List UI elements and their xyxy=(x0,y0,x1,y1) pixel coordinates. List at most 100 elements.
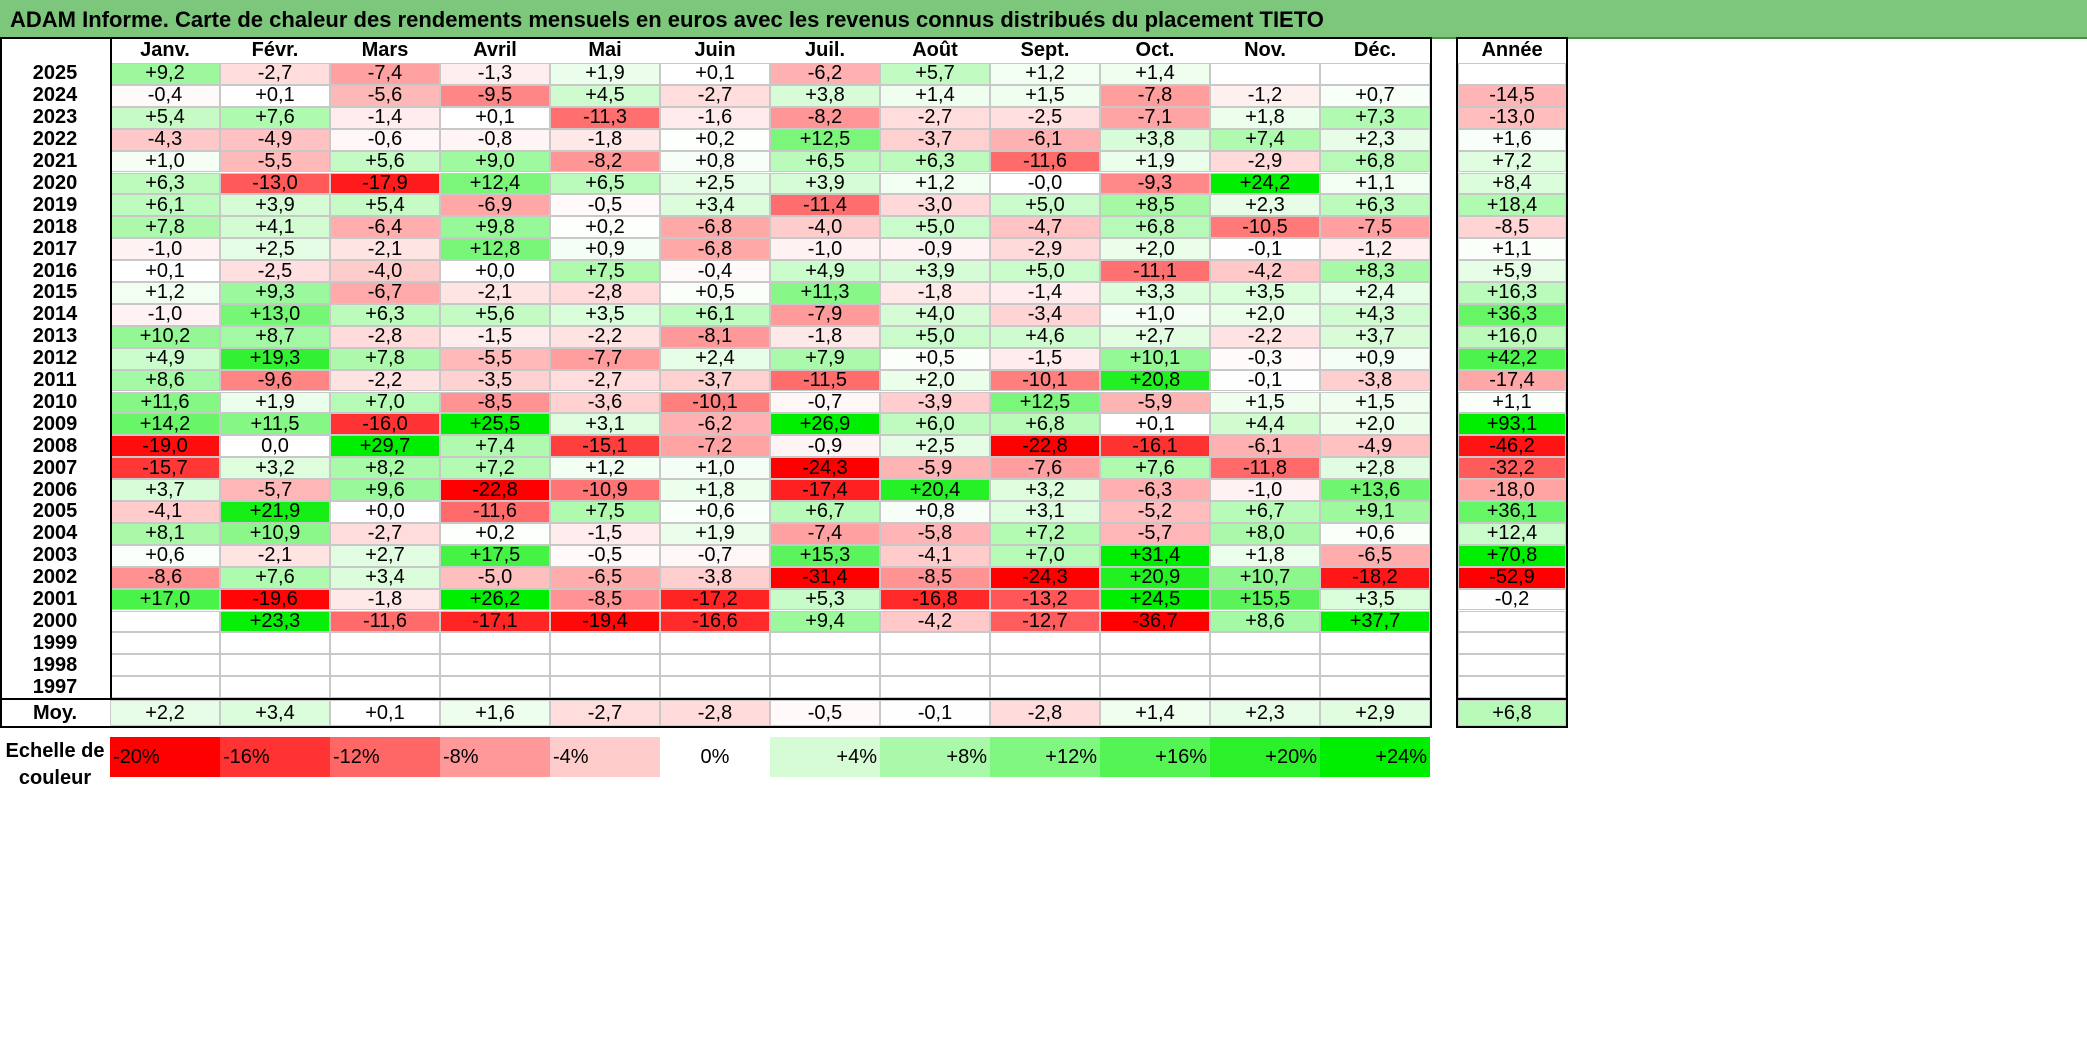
heatmap-cell xyxy=(1320,654,1430,677)
heatmap-cell: +1,0 xyxy=(660,457,770,480)
heatmap-cell: -3,4 xyxy=(990,303,1100,326)
heatmap-cell: -2,7 xyxy=(660,84,770,107)
year-label: 2025 xyxy=(32,62,78,85)
heatmap-cell: +7,8 xyxy=(330,347,440,370)
heatmap-cell: -1,0 xyxy=(110,238,220,261)
heatmap-cell xyxy=(440,676,550,699)
annual-cell: -8,5 xyxy=(1458,216,1566,239)
heatmap-cell: +7,9 xyxy=(770,347,880,370)
year-label: 2022 xyxy=(32,128,78,151)
heatmap-cell: +24,5 xyxy=(1100,588,1210,611)
heatmap-cell xyxy=(660,632,770,655)
heatmap-cell: +0,1 xyxy=(220,84,330,107)
heatmap-cell: +5,7 xyxy=(880,62,990,85)
heatmap-cell: -1,0 xyxy=(1210,479,1320,501)
heatmap-cell xyxy=(550,632,660,655)
heatmap-cell: +6,8 xyxy=(1100,216,1210,239)
year-label: 2019 xyxy=(32,193,78,216)
heatmap-cell: +5,4 xyxy=(330,194,440,217)
heatmap-cell: -6,2 xyxy=(660,413,770,436)
heatmap-cell: +1,4 xyxy=(1100,62,1210,85)
heatmap-cell: +6,8 xyxy=(990,413,1100,436)
heatmap-cell: -5,7 xyxy=(220,479,330,501)
heatmap-cell: +3,5 xyxy=(550,303,660,326)
heatmap-cell: -16,8 xyxy=(880,588,990,611)
heatmap-cell: +0,1 xyxy=(660,62,770,85)
month-header: Mars xyxy=(361,38,409,61)
heatmap-cell: +7,6 xyxy=(220,106,330,129)
heatmap-cell: +3,2 xyxy=(220,457,330,480)
heatmap-cell: +1,0 xyxy=(110,150,220,173)
heatmap-cell: +7,2 xyxy=(990,522,1100,545)
heatmap-cell: -11,3 xyxy=(550,106,660,129)
legend-swatch: +8% xyxy=(880,737,990,777)
heatmap-cell: +11,6 xyxy=(110,391,220,414)
annual-cell: -0,2 xyxy=(1458,588,1566,611)
heatmap-cell: -3,6 xyxy=(550,391,660,414)
heatmap-cell: -0,5 xyxy=(550,194,660,217)
heatmap-cell: +10,9 xyxy=(220,522,330,545)
heatmap-cell: +2,4 xyxy=(1320,281,1430,304)
heatmap-cell: -2,5 xyxy=(220,260,330,282)
heatmap-cell: -7,4 xyxy=(330,62,440,85)
annual-cell: +16,3 xyxy=(1458,281,1566,304)
heatmap-cell: +5,3 xyxy=(770,588,880,611)
heatmap-cell: -10,5 xyxy=(1210,216,1320,239)
heatmap-cell: -8,5 xyxy=(550,588,660,611)
heatmap-cell: -6,9 xyxy=(440,194,550,217)
heatmap-cell: +3,2 xyxy=(990,479,1100,501)
heatmap-cell xyxy=(110,632,220,655)
year-column-header: Année xyxy=(1481,38,1543,61)
heatmap-cell: +0,8 xyxy=(660,150,770,173)
heatmap-cell: +26,2 xyxy=(440,588,550,611)
heatmap-cell: -7,5 xyxy=(1320,216,1430,239)
legend-swatch: -12% xyxy=(330,737,440,777)
heatmap-cell: +31,4 xyxy=(1100,544,1210,567)
heatmap-cell: +2,7 xyxy=(1100,325,1210,348)
heatmap-cell: +0,5 xyxy=(880,347,990,370)
annual-cell xyxy=(1458,610,1566,633)
year-label: 2021 xyxy=(32,150,78,173)
heatmap-cell: -5,5 xyxy=(440,347,550,370)
heatmap-cell: +10,7 xyxy=(1210,566,1320,589)
heatmap-cell: +7,0 xyxy=(990,544,1100,567)
annual-cell: +16,0 xyxy=(1458,325,1566,348)
heatmap-cell: +8,3 xyxy=(1320,260,1430,282)
heatmap-cell: +6,3 xyxy=(330,303,440,326)
heatmap-cell: +1,9 xyxy=(550,62,660,85)
year-label: 1998 xyxy=(32,653,78,676)
heatmap-cell: -16,0 xyxy=(330,413,440,436)
heatmap-cell xyxy=(1100,676,1210,699)
heatmap-cell xyxy=(220,676,330,699)
heatmap-cell: -9,3 xyxy=(1100,172,1210,195)
annual-cell: +5,9 xyxy=(1458,260,1566,282)
heatmap-cell: +4,3 xyxy=(1320,303,1430,326)
heatmap-cell: +5,0 xyxy=(880,216,990,239)
average-cell: +2,9 xyxy=(1320,700,1430,726)
heatmap-cell xyxy=(110,676,220,699)
heatmap-cell: -1,0 xyxy=(770,238,880,261)
year-label: 2007 xyxy=(32,456,78,479)
heatmap-cell: +15,5 xyxy=(1210,588,1320,611)
heatmap-cell: +0,6 xyxy=(110,544,220,567)
heatmap-cell: -3,5 xyxy=(440,369,550,392)
heatmap-cell: -2,2 xyxy=(550,325,660,348)
month-header: Avril xyxy=(473,38,517,61)
month-header: Nov. xyxy=(1244,38,1286,61)
heatmap-cell: -0,8 xyxy=(440,128,550,151)
heatmap-cell: -1,8 xyxy=(770,325,880,348)
heatmap-cell: -2,7 xyxy=(880,106,990,129)
heatmap-cell: +17,0 xyxy=(110,588,220,611)
heatmap-cell: -17,1 xyxy=(440,610,550,633)
heatmap-cell: +0,2 xyxy=(550,216,660,239)
heatmap-cell: +0,5 xyxy=(660,281,770,304)
year-label: 2016 xyxy=(32,259,78,282)
legend-title-line2: couleur xyxy=(18,767,92,789)
average-cell: -0,5 xyxy=(770,700,880,726)
heatmap-cell: +6,0 xyxy=(880,413,990,436)
year-label: 2003 xyxy=(32,544,78,567)
heatmap-cell: +0,7 xyxy=(1320,84,1430,107)
average-cell: -2,8 xyxy=(660,700,770,726)
heatmap-cell: +4,9 xyxy=(110,347,220,370)
year-label: 2012 xyxy=(32,347,78,370)
